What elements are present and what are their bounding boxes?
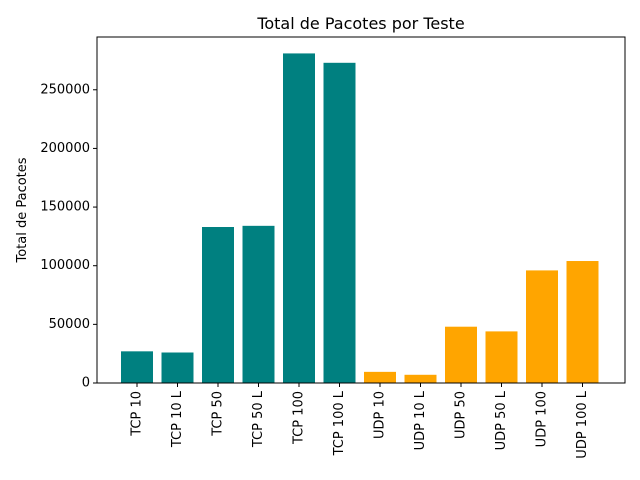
y-tick-label: 250000 [40,82,90,97]
x-tick-label: TCP 100 [292,391,307,445]
y-axis-label: Total de Pacotes [15,157,30,263]
chart-title: Total de Pacotes por Teste [256,14,464,33]
y-tick-label: 0 [82,376,90,391]
y-tick-label: 50000 [49,317,90,332]
x-tick-label: UDP 10 L [413,390,428,450]
x-tick-label: TCP 50 L [251,390,266,448]
bar-udp-10 [364,371,396,383]
bar-udp-100-l [566,261,599,383]
x-tick-label: UDP 10 [373,391,388,439]
bar-tcp-50-l [242,225,275,383]
bar-udp-10-l [404,374,437,383]
bar-tcp-100-l [323,62,356,383]
x-tick-label: UDP 100 L [575,390,590,458]
bar-tcp-100 [283,53,315,383]
x-tick-label: UDP 50 L [494,390,509,450]
x-tick-label: UDP 50 [454,391,469,439]
x-tick-label: UDP 100 [535,391,550,447]
y-tick-label: 200000 [40,141,90,156]
x-axis-ticks: TCP 10 TCP 10 L TCP 50 TCP 50 L TCP 100 TCP 1… [130,383,590,459]
y-tick-label: 150000 [40,200,90,215]
bars-group [121,53,599,383]
x-tick-label: TCP 100 L [332,390,347,456]
bar-udp-50 [445,326,477,383]
y-axis-ticks: 0 50000 100000 150000 200000 250000 [40,82,97,391]
plot-area-frame [96,36,626,384]
x-tick-label: TCP 10 L [170,390,185,448]
bar-udp-100 [526,270,558,383]
bar-tcp-10-l [161,352,194,383]
bar-udp-50-l [485,331,518,383]
x-tick-label: TCP 10 [130,391,145,437]
x-tick-label: TCP 50 [211,391,226,437]
bar-tcp-50 [202,227,234,383]
bar-tcp-10 [121,351,153,383]
y-tick-label: 100000 [40,258,90,273]
